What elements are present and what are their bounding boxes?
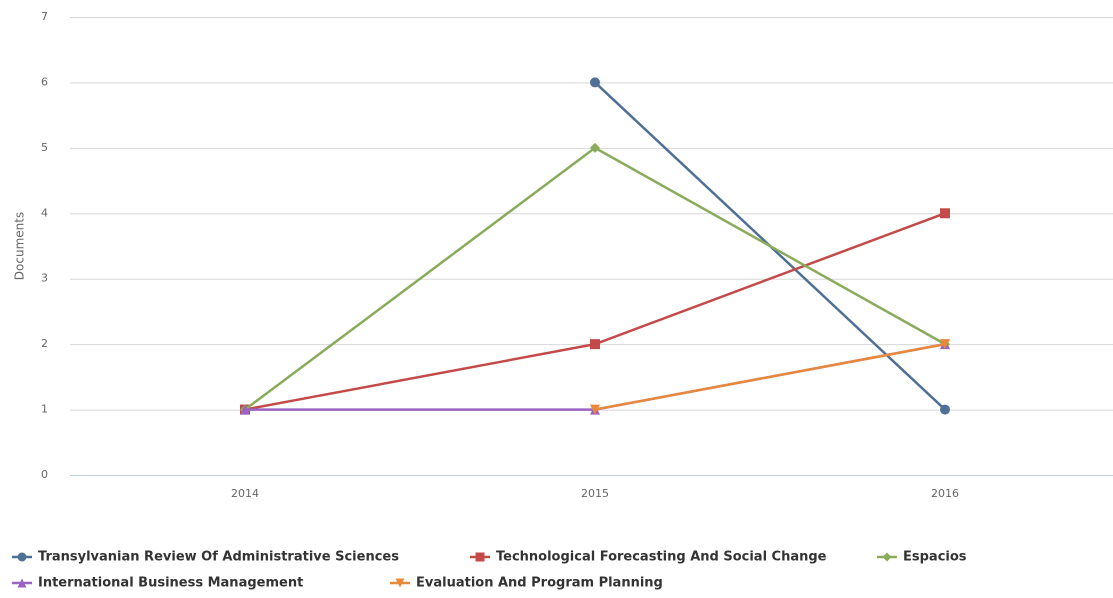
- legend-label: Technological Forecasting And Social Cha…: [496, 550, 827, 565]
- series-line: [245, 342, 946, 411]
- legend-symbol: [475, 552, 485, 562]
- legend-symbol: [17, 552, 27, 562]
- legend-label: Evaluation And Program Planning: [416, 576, 663, 591]
- point-marker: [940, 208, 950, 219]
- x-tick-label: 2014: [231, 487, 259, 500]
- y-tick-label: 1: [41, 403, 48, 416]
- point-marker: [590, 404, 600, 415]
- y-axis-label: Documents: [13, 212, 27, 280]
- y-tick-label: 4: [41, 206, 48, 219]
- legend-label: International Business Management: [38, 576, 303, 591]
- legend-symbol: [882, 552, 892, 562]
- x-tick-label: 2015: [581, 487, 609, 500]
- y-tick-label: 7: [41, 10, 48, 23]
- legend-symbol: [395, 578, 405, 588]
- point-marker: [590, 339, 600, 350]
- point-marker: [590, 142, 600, 153]
- y-tick-label: 6: [41, 75, 48, 88]
- legend-symbol: [17, 578, 27, 588]
- point-marker: [940, 339, 950, 350]
- y-tick-label: 5: [41, 141, 48, 154]
- point-marker: [940, 404, 950, 415]
- x-tick-label: 2016: [931, 487, 959, 500]
- point-marker: [240, 404, 250, 415]
- y-tick-label: 3: [41, 272, 48, 285]
- point-marker: [590, 77, 600, 88]
- series-line: [594, 342, 946, 411]
- y-tick-label: 0: [41, 468, 48, 481]
- legend-label: Transylvanian Review Of Administrative S…: [38, 550, 399, 565]
- y-tick-label: 2: [41, 337, 48, 350]
- legend-label: Espacios: [903, 550, 967, 565]
